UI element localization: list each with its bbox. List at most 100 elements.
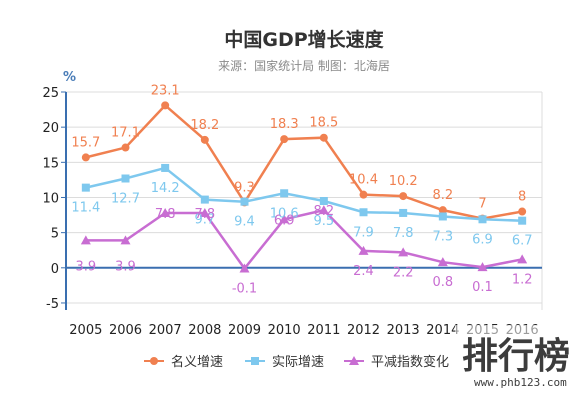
y-tick-label: 25 — [42, 86, 59, 101]
data-point — [399, 208, 408, 217]
data-label: 6.7 — [512, 234, 533, 249]
data-point — [160, 207, 171, 217]
data-point — [80, 235, 91, 245]
data-point — [437, 257, 448, 267]
data-point — [517, 254, 528, 264]
x-tick-label: 2010 — [268, 323, 301, 338]
data-point — [477, 262, 488, 272]
data-point — [150, 357, 158, 365]
data-label: 7.9 — [353, 225, 374, 240]
data-label: 18.5 — [309, 116, 338, 131]
x-tick-label: 2008 — [188, 323, 221, 338]
data-label: 8.2 — [313, 204, 334, 219]
data-point — [478, 215, 487, 224]
data-label: 8.2 — [432, 188, 453, 203]
data-labels: 15.7 17.1 23.1 18.2 9.3 18.3 18.5 10.4 10.2 8.2 7 8… — [71, 83, 532, 296]
series-line — [85, 166, 523, 222]
data-label: 23.1 — [151, 83, 180, 98]
x-tick-labels: 2005 2006 2007 2008 2009 2010 2011 2012 2013 2014… — [69, 323, 538, 338]
data-point — [121, 174, 130, 183]
data-label: 10.4 — [349, 173, 378, 188]
data-point — [120, 235, 131, 245]
data-point — [81, 153, 90, 162]
data-point — [200, 195, 209, 204]
data-point — [438, 206, 447, 215]
data-point — [239, 263, 250, 273]
data-point — [280, 189, 289, 198]
data-label: 7.8 — [155, 207, 176, 222]
data-label: 9.7 — [194, 213, 215, 228]
data-point — [240, 197, 249, 206]
data-point — [251, 357, 259, 365]
data-point — [200, 135, 209, 144]
legend-label: 实际增速 — [272, 355, 324, 370]
data-label: 2.4 — [353, 264, 374, 279]
data-label: 1.2 — [512, 272, 533, 287]
legend-label: 名义增速 — [171, 354, 223, 370]
data-label: 3.9 — [75, 259, 96, 274]
data-point — [399, 192, 408, 201]
data-label: 7.8 — [194, 207, 215, 222]
data-label: 18.2 — [190, 118, 219, 133]
data-label: 6.9 — [274, 213, 295, 228]
y-tick-label: 15 — [42, 156, 59, 171]
data-label: 17.1 — [111, 126, 140, 141]
data-label: 15.7 — [71, 135, 100, 150]
x-tick-label: 2009 — [228, 323, 261, 338]
data-label: 7 — [478, 197, 486, 212]
data-point — [359, 190, 368, 199]
data-point — [81, 183, 90, 192]
y-axis-unit: % — [63, 70, 76, 85]
data-label: 0.1 — [472, 280, 493, 295]
x-tick-label: 2006 — [109, 323, 142, 338]
data-point — [359, 208, 368, 217]
data-point — [319, 133, 328, 142]
watermark-url: www.phb123.com — [474, 376, 567, 389]
x-tick-label: 2013 — [387, 323, 420, 338]
data-label: -0.1 — [232, 282, 257, 297]
watermark: 排行榜 www.phb123.com — [455, 325, 580, 389]
data-label: 7.8 — [393, 226, 414, 241]
data-label: 14.2 — [151, 181, 180, 196]
data-point — [199, 207, 210, 217]
data-point — [121, 143, 130, 152]
chart-subtitle: 来源：国家统计局 制图：北海居 — [218, 58, 390, 73]
data-label: 9.5 — [313, 214, 334, 229]
data-label: 0.8 — [432, 275, 453, 290]
data-point — [518, 207, 527, 216]
data-label: 11.4 — [71, 201, 100, 216]
data-point — [279, 214, 290, 224]
chart-title: 中国GDP增长速度 — [224, 28, 384, 51]
data-point — [398, 247, 409, 257]
x-tick-label: 2007 — [149, 323, 182, 338]
data-point — [319, 197, 328, 205]
data-label: 9.3 — [234, 180, 255, 195]
x-tick-label: 2005 — [69, 323, 102, 338]
y-tick-label: 10 — [42, 191, 59, 206]
data-label: 10.6 — [270, 206, 299, 221]
data-point — [518, 216, 527, 225]
x-tick-label: 2014 — [426, 323, 459, 338]
y-tick-label: 0 — [51, 262, 59, 277]
axes — [61, 91, 542, 310]
data-label: 8 — [518, 190, 526, 205]
data-label: 9.4 — [234, 215, 255, 230]
y-tick-label: 5 — [51, 227, 59, 242]
legend: 名义增速 实际增速 平减指数变化 — [144, 354, 449, 370]
y-tick-label: -5 — [46, 297, 59, 312]
series-line — [85, 103, 523, 220]
data-point — [358, 245, 369, 255]
legend-label: 平减指数变化 — [371, 354, 449, 370]
x-tick-label: 2011 — [307, 323, 340, 338]
data-label: 12.7 — [111, 191, 140, 206]
data-label: 2.2 — [393, 265, 414, 280]
data-point — [161, 163, 170, 172]
series-line — [85, 208, 523, 271]
series-layer — [80, 101, 528, 273]
data-point — [318, 205, 329, 215]
data-point — [438, 212, 447, 221]
y-tick-label: 20 — [42, 121, 59, 136]
data-point — [349, 356, 359, 365]
data-label: 10.2 — [389, 174, 418, 189]
